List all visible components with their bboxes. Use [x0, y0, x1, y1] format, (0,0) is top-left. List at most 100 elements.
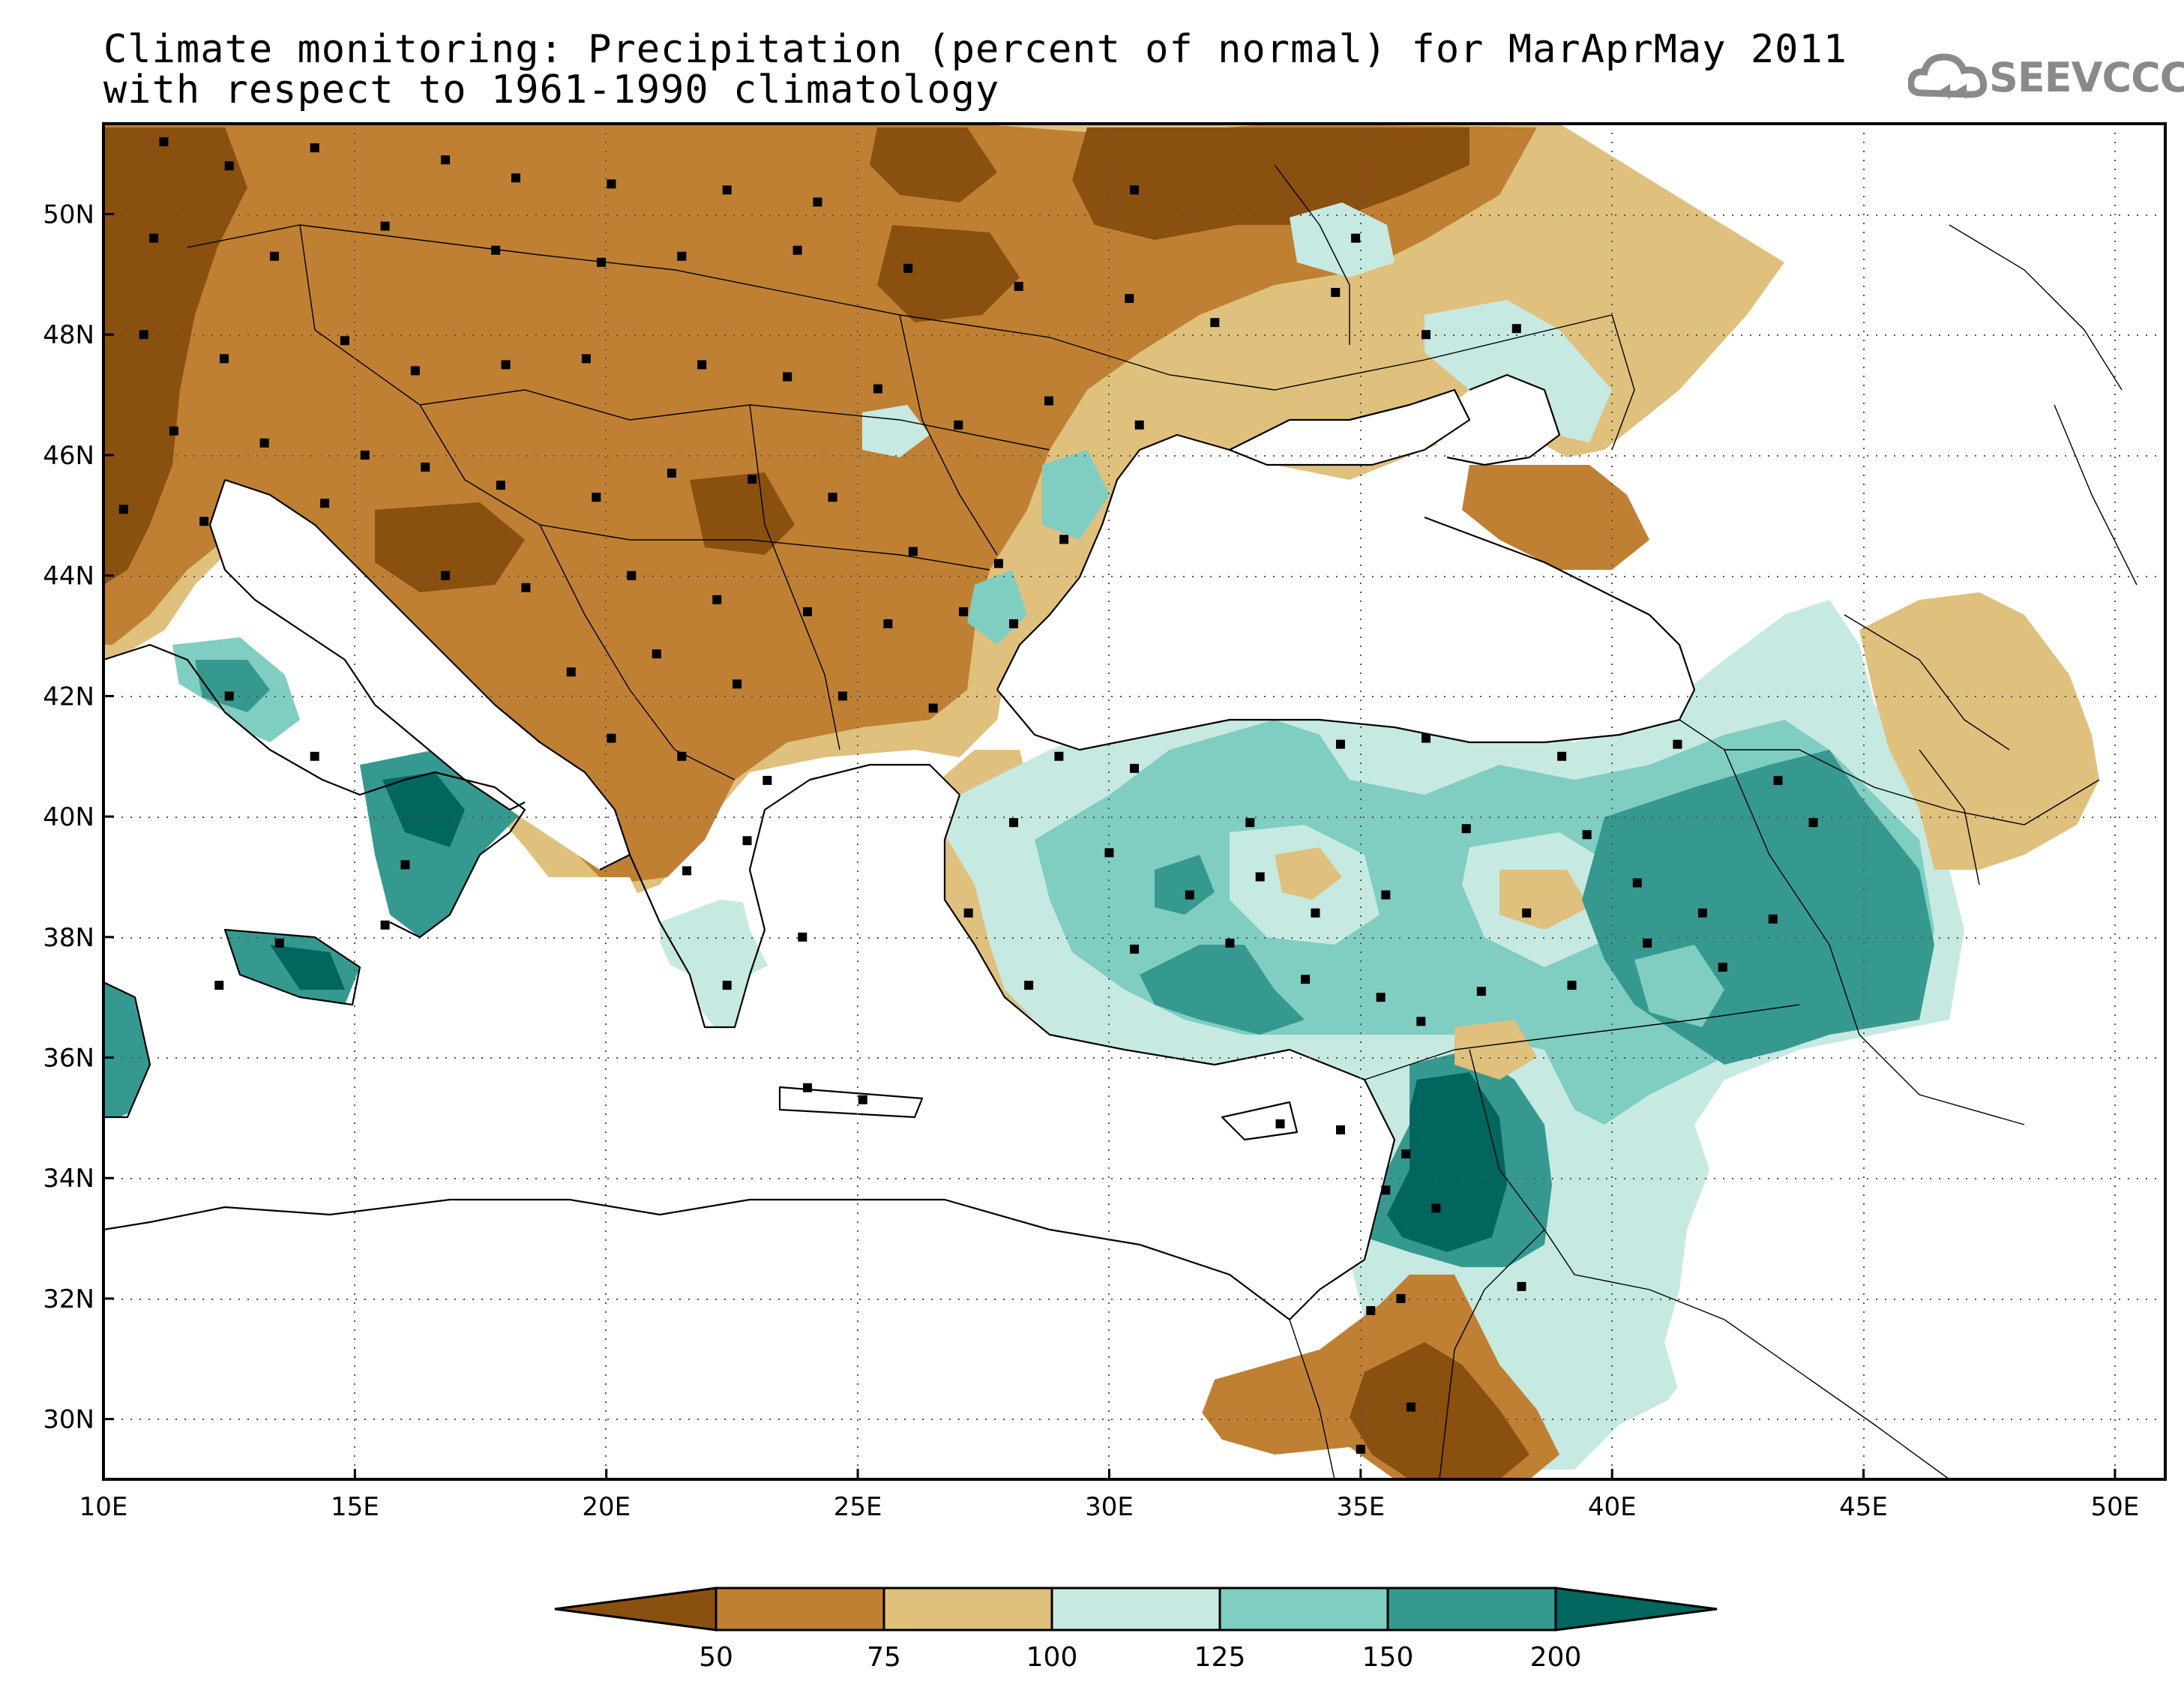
station-marker: [1522, 908, 1532, 918]
lat-tick-label: 38N: [43, 923, 94, 953]
lat-tick-label: 36N: [43, 1044, 94, 1074]
station-marker: [928, 703, 938, 713]
region-very-wet-italy-central: [195, 660, 270, 712]
logo-text: SEEVCCC: [1989, 54, 2184, 101]
lon-tick-label: 45E: [1839, 1492, 1888, 1522]
lat-tick-label: 32N: [43, 1284, 94, 1314]
station-marker: [1511, 324, 1521, 334]
station-marker: [340, 336, 349, 346]
station-marker: [607, 733, 616, 743]
station-marker: [1225, 938, 1235, 948]
legend-level-label: 200: [1530, 1642, 1582, 1673]
station-marker: [214, 981, 224, 990]
legend-color-box: [1218, 1587, 1389, 1632]
lon-tick-label: 10E: [79, 1492, 128, 1522]
station-marker: [274, 938, 284, 948]
station-marker: [883, 619, 893, 628]
legend-level-label: 50: [699, 1642, 733, 1673]
station-marker: [1557, 751, 1567, 761]
map-frame: [102, 122, 2167, 1481]
legend-min-arrow: [554, 1587, 718, 1632]
station-marker: [667, 469, 676, 478]
station-marker: [1130, 763, 1139, 773]
station-marker: [1130, 185, 1139, 195]
station-marker: [199, 517, 209, 526]
lon-tick-label: 20E: [582, 1492, 631, 1522]
lon-tick-label: 30E: [1085, 1492, 1134, 1522]
station-marker: [592, 493, 601, 502]
station-marker: [1054, 751, 1064, 761]
region-very-dry-1: [103, 127, 247, 585]
station-marker: [224, 161, 234, 171]
station-marker: [1643, 938, 1652, 948]
station-marker: [908, 547, 918, 556]
lat-tick-label: 50N: [43, 200, 94, 230]
legend-color-box: [1050, 1587, 1221, 1632]
lon-tick-label: 25E: [834, 1492, 882, 1522]
lat-tick-label: 44N: [43, 562, 94, 592]
station-marker: [139, 330, 148, 340]
legend-max-arrow: [1554, 1587, 1718, 1632]
lat-tick-label: 30N: [43, 1405, 94, 1435]
station-marker: [1632, 878, 1642, 888]
crete-coast: [778, 1086, 924, 1119]
station-marker: [259, 438, 269, 448]
lon-tick-label: 40E: [1588, 1492, 1637, 1522]
station-marker: [1396, 1293, 1406, 1303]
station-marker: [224, 691, 234, 701]
region-very-wet-c-turkey: [1155, 855, 1215, 915]
station-marker: [1331, 287, 1341, 297]
station-marker: [742, 836, 752, 846]
lat-tick-label: 46N: [43, 441, 94, 471]
station-marker: [677, 251, 687, 261]
region-very-dry-6: [375, 502, 525, 592]
station-marker: [813, 197, 822, 207]
legend-level-label: 75: [867, 1642, 901, 1673]
lat-tick-label: 48N: [43, 320, 94, 350]
legend-color-box: [715, 1587, 885, 1632]
lon-tick-label: 15E: [331, 1492, 379, 1522]
station-marker: [410, 366, 420, 376]
lat-tick-label: 34N: [43, 1164, 94, 1194]
station-marker: [1130, 944, 1139, 954]
region-extreme-wet-levant: [1387, 1072, 1507, 1252]
region-slightly-wet-ukraine: [1290, 202, 1395, 277]
station-marker: [521, 583, 531, 592]
region-very-wet-s-turkey: [1140, 945, 1305, 1035]
station-marker: [783, 372, 792, 382]
adriatic-sea: [210, 480, 630, 870]
region-extreme-wet-sicily: [270, 945, 345, 990]
station-marker: [1431, 1203, 1441, 1213]
latitude-axis: 50N 48N 46N 44N 42N 40N 38N 36N 34N 32N 30N: [43, 200, 114, 1435]
station-marker: [792, 245, 802, 255]
station-marker: [511, 173, 520, 183]
station-marker: [1768, 914, 1778, 924]
station-marker: [270, 251, 280, 261]
station-markers: [118, 137, 1818, 1454]
station-marker: [441, 155, 451, 165]
azov-sea: [1425, 375, 1559, 465]
legend-level-label: 100: [1026, 1642, 1078, 1673]
region-slightly-dry-turkey-center: [1275, 847, 1342, 900]
sicily-coast: [223, 928, 361, 1006]
station-marker: [496, 481, 505, 490]
station-marker: [1275, 1119, 1285, 1128]
station-marker: [722, 981, 732, 990]
region-very-dry-2: [1072, 127, 1469, 240]
tyrrhenian-sea: [103, 675, 375, 975]
station-marker: [677, 751, 687, 761]
coastlines: [103, 373, 1696, 1320]
region-slightly-dry-turkey-east: [1499, 870, 1589, 930]
shading-levant: [1200, 1020, 1559, 1479]
sardinia-coast: [103, 981, 151, 1119]
station-marker: [1461, 824, 1471, 834]
cyprus-coast: [1221, 1101, 1299, 1141]
region-wet-e-turkey-inner: [1634, 945, 1724, 1027]
lat-tick-label: 42N: [43, 682, 94, 712]
station-marker: [607, 179, 616, 189]
station-marker: [1009, 818, 1019, 828]
legend-level-label: 125: [1194, 1642, 1246, 1673]
station-marker: [954, 420, 963, 430]
station-marker: [1185, 890, 1194, 900]
